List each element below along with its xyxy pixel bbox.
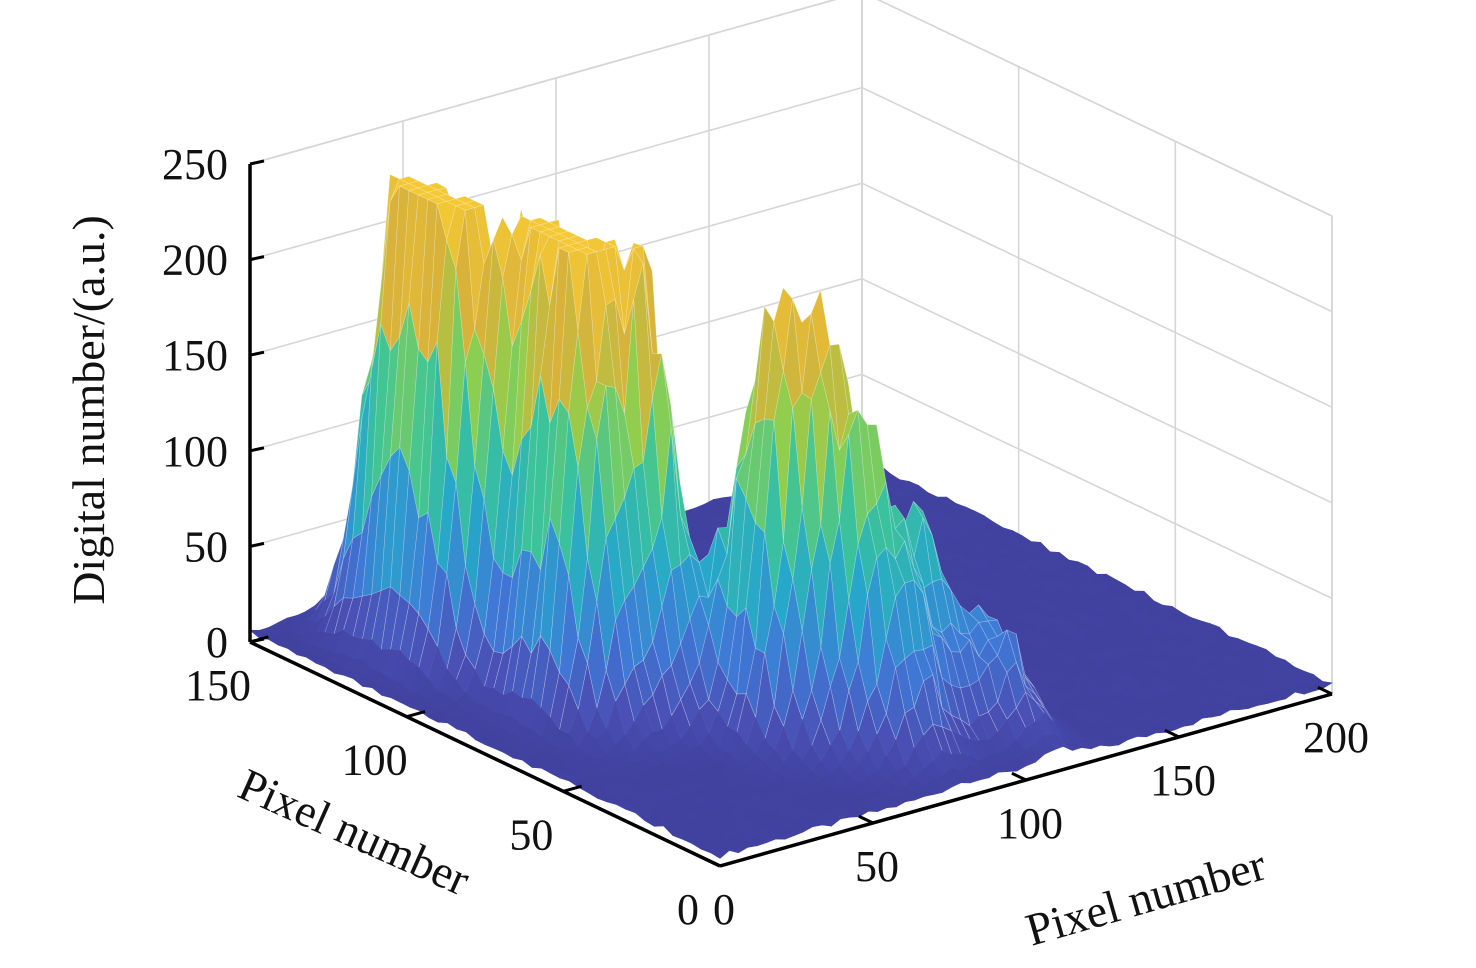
surface-cell xyxy=(710,846,730,859)
y-tick-mark xyxy=(406,710,426,719)
surface-cell xyxy=(913,580,933,651)
z-tick-label: 250 xyxy=(162,140,228,189)
right-wall-z-gridline xyxy=(861,182,1333,408)
x-tick-mark xyxy=(1164,728,1180,739)
y-axis-line xyxy=(249,640,721,868)
y-tick-mark xyxy=(562,784,583,793)
z-tick-mark xyxy=(249,446,265,453)
z-axis-title: Digital number/(a.u.) xyxy=(63,215,114,605)
right-wall-top-edge xyxy=(876,0,1333,217)
z-tick-mark xyxy=(249,159,265,166)
surface-cell xyxy=(418,199,438,363)
surface-cell xyxy=(511,290,532,476)
surface-cell xyxy=(333,485,353,593)
surface-cell xyxy=(932,645,952,716)
right-wall-z-gridline xyxy=(861,278,1333,504)
surface-cell xyxy=(978,604,998,622)
y-tick-label: 50 xyxy=(509,810,553,859)
surface-cell xyxy=(604,239,625,271)
right-wall-z-gridline xyxy=(861,373,1333,600)
z-tick-mark xyxy=(249,541,265,548)
surface-cell xyxy=(352,496,372,599)
surface-cell xyxy=(932,632,952,686)
surface-cell xyxy=(913,501,933,536)
surface-cell xyxy=(623,242,644,271)
surface-cell xyxy=(950,651,971,689)
surface-cell xyxy=(633,245,653,354)
surface-cell xyxy=(717,605,737,681)
surface-cell xyxy=(904,541,924,594)
surface-cell xyxy=(427,561,448,648)
z-tick-label: 150 xyxy=(162,331,228,380)
surface-cell xyxy=(913,649,934,682)
surface-cell xyxy=(950,589,970,635)
surface-cell xyxy=(399,190,419,337)
surface-cell xyxy=(390,302,410,458)
y-tick-label: 100 xyxy=(342,736,408,785)
surface-cell xyxy=(493,277,513,451)
surface-cell xyxy=(689,553,709,598)
z-tick-mark xyxy=(249,255,265,262)
surface-cell xyxy=(474,354,494,501)
surface-cell xyxy=(371,324,391,497)
surface-cell xyxy=(361,475,382,597)
surface-cell xyxy=(895,658,915,714)
x-tick-mark xyxy=(1011,771,1027,782)
z-tick-label: 200 xyxy=(162,236,228,285)
y-tick-label: 0 xyxy=(677,885,699,934)
x-axis-title: Pixel number xyxy=(1020,839,1271,956)
surface-cell xyxy=(876,481,896,560)
surface-cell xyxy=(932,674,952,732)
surface-cell xyxy=(913,567,933,634)
axis-layer xyxy=(248,159,1333,868)
surface-cell xyxy=(380,174,400,289)
x-tick-mark xyxy=(858,814,874,825)
x-tick-mark xyxy=(1317,685,1333,696)
z-tick-label: 0 xyxy=(206,618,228,667)
z-tick-label: 100 xyxy=(162,427,228,476)
surface-cell xyxy=(931,534,952,591)
surface-cell xyxy=(1006,629,1026,687)
y-tick-mark xyxy=(719,859,739,868)
right-wall-z-gridline xyxy=(876,0,1333,217)
right-wall-z-gridline xyxy=(861,86,1333,313)
z-tick-mark xyxy=(249,637,265,644)
surface-cell xyxy=(343,417,363,559)
x-tick-label: 200 xyxy=(1303,713,1369,762)
z-tick-label: 50 xyxy=(184,522,228,571)
x-tick-mark xyxy=(705,857,721,868)
x-tick-label: 100 xyxy=(997,799,1063,848)
z-tick-mark xyxy=(249,350,265,357)
surface-layer xyxy=(249,173,1333,859)
surface-cell xyxy=(923,674,943,728)
x-tick-label: 0 xyxy=(713,885,735,934)
surface-cell xyxy=(605,298,625,414)
surface-cell xyxy=(1015,633,1036,694)
surface-cell xyxy=(427,203,447,363)
y-tick-label: 150 xyxy=(185,661,251,710)
x-tick-label: 50 xyxy=(855,842,899,891)
surface-cell xyxy=(941,578,961,635)
surface-cell xyxy=(941,637,961,689)
surface-cell xyxy=(530,517,551,654)
x-tick-label: 150 xyxy=(1150,756,1216,805)
surface-cell xyxy=(820,345,840,451)
